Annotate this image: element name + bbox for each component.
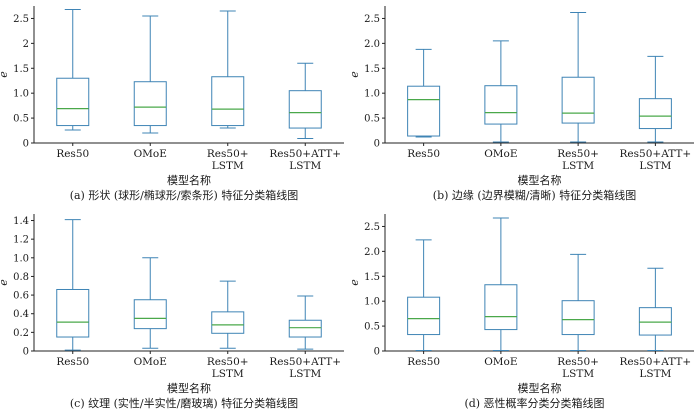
panel-caption: (a) 形状 (球形/椭球形/索条形) 特征分类箱线图 [70, 188, 299, 202]
y-tick-label: 2.5 [364, 222, 380, 233]
iqr-box [484, 284, 518, 331]
x-tick-label-res50-att-lstm: LSTM [289, 368, 321, 380]
y-tick-label: 0 [374, 139, 380, 150]
box-res50-lstm [211, 280, 245, 349]
box-res50 [56, 219, 90, 351]
box-res50-att-lstm [288, 62, 322, 140]
x-tick-label-res50-lstm: LSTM [562, 368, 594, 380]
iqr-box [484, 85, 518, 125]
x-tick-label-res50-att-lstm: Res50+ATT+ [269, 356, 341, 368]
x-tick-label-res50: Res50 [56, 356, 89, 368]
panel-caption: (c) 纹理 (实性/半实性/磨玻璃) 特征分类箱线图 [70, 396, 298, 410]
x-tick-label-res50-lstm: LSTM [212, 368, 244, 380]
boxplot-panel-0: 00.51.01.522.5eRes50OMoERes50+LSTMRes50+… [0, 6, 344, 202]
iqr-box [288, 319, 322, 338]
x-tick-label-res50: Res50 [407, 148, 440, 160]
x-tick-label-res50-att-lstm: LSTM [639, 160, 671, 172]
box-res50-lstm [561, 253, 595, 352]
y-tick-label: 0.5 [364, 114, 380, 125]
y-tick-label: 1.0 [13, 89, 29, 100]
iqr-box [561, 76, 595, 124]
box-res50 [407, 239, 441, 352]
x-tick-label-res50-att-lstm: Res50+ATT+ [620, 356, 692, 368]
x-tick-label-res50-lstm: LSTM [212, 160, 244, 172]
y-tick-label: 1.0 [364, 89, 380, 100]
box-omoe [484, 40, 518, 143]
x-tick-label-res50-att-lstm: Res50+ATT+ [620, 148, 692, 160]
x-tick-label-omoe: OMoE [134, 148, 167, 160]
y-tick-label: 0 [23, 347, 29, 358]
box-omoe [484, 217, 518, 352]
panel-caption: (d) 恶性概率分类分类箱线图 [464, 396, 604, 410]
box-omoe [133, 257, 167, 349]
x-tick-label-res50: Res50 [407, 356, 440, 368]
y-tick-label: 1.5 [13, 64, 29, 75]
boxplot-panel-2: 00.20.40.60.81.01.21.4eRes50OMoERes50+LS… [0, 214, 344, 410]
x-tick-label-res50-lstm: Res50+ [557, 148, 599, 160]
y-tick-label: 0 [23, 139, 29, 150]
x-axis-label: 模型名称 [167, 173, 211, 187]
box-res50-att-lstm [638, 55, 672, 143]
panel-caption: (b) 边缘 (边界模糊/清晰) 特征分类箱线图 [433, 188, 636, 202]
y-axis-label: e [0, 71, 10, 78]
iqr-box [133, 81, 167, 127]
x-axis-label: 模型名称 [167, 381, 211, 395]
iqr-box [561, 300, 595, 336]
y-tick-label: 0.5 [364, 322, 380, 333]
y-tick-label: 1.4 [13, 216, 29, 227]
y-tick-label: 0.6 [13, 291, 29, 302]
iqr-box [288, 90, 322, 129]
y-tick-label: 1.5 [364, 272, 380, 283]
iqr-box [133, 299, 167, 330]
x-tick-label-omoe: OMoE [484, 356, 517, 368]
iqr-box [407, 296, 441, 336]
x-axis-label: 模型名称 [518, 173, 562, 187]
x-tick-label-res50-att-lstm: LSTM [289, 160, 321, 172]
y-tick-label: 1.2 [13, 235, 29, 246]
y-tick-label: 0.2 [13, 328, 29, 339]
y-axis-label: e [348, 279, 361, 286]
y-tick-label: 1.5 [364, 64, 380, 75]
iqr-box [56, 77, 90, 127]
x-tick-label-res50-lstm: Res50+ [207, 148, 249, 160]
y-tick-label: 2.0 [364, 247, 380, 258]
box-omoe [133, 15, 167, 134]
iqr-box [56, 288, 90, 338]
y-axis-label: e [348, 71, 361, 78]
box-res50 [407, 48, 441, 138]
iqr-box [211, 311, 245, 334]
x-tick-label-res50-lstm: LSTM [562, 160, 594, 172]
iqr-box [211, 76, 245, 127]
box-res50-att-lstm [288, 295, 322, 350]
x-tick-label-res50: Res50 [56, 148, 89, 160]
iqr-box [638, 307, 672, 336]
x-axis-label: 模型名称 [518, 381, 562, 395]
y-tick-label: 2.5 [364, 14, 380, 25]
x-tick-label-res50-lstm: Res50+ [207, 356, 249, 368]
x-tick-label-omoe: OMoE [484, 148, 517, 160]
y-tick-label: 2 [23, 39, 29, 50]
x-tick-label-res50-att-lstm: LSTM [639, 368, 671, 380]
x-tick-label-res50-lstm: Res50+ [557, 356, 599, 368]
x-tick-label-omoe: OMoE [134, 356, 167, 368]
box-res50-att-lstm [638, 267, 672, 352]
y-tick-label: 0 [374, 347, 380, 358]
box-res50 [56, 8, 90, 131]
y-tick-label: 2.5 [13, 14, 29, 25]
y-tick-label: 1.0 [13, 253, 29, 264]
box-res50-lstm [561, 11, 595, 143]
y-axis-label: e [0, 279, 10, 286]
x-tick-label-res50-att-lstm: Res50+ATT+ [269, 148, 341, 160]
box-res50-lstm [211, 10, 245, 129]
y-tick-label: 0.5 [13, 114, 29, 125]
iqr-box [638, 98, 672, 130]
y-tick-label: 1.0 [364, 297, 380, 308]
y-tick-label: 0.8 [13, 272, 29, 283]
y-tick-label: 0.4 [13, 309, 29, 320]
iqr-box [407, 85, 441, 137]
y-tick-label: 2.0 [364, 39, 380, 50]
